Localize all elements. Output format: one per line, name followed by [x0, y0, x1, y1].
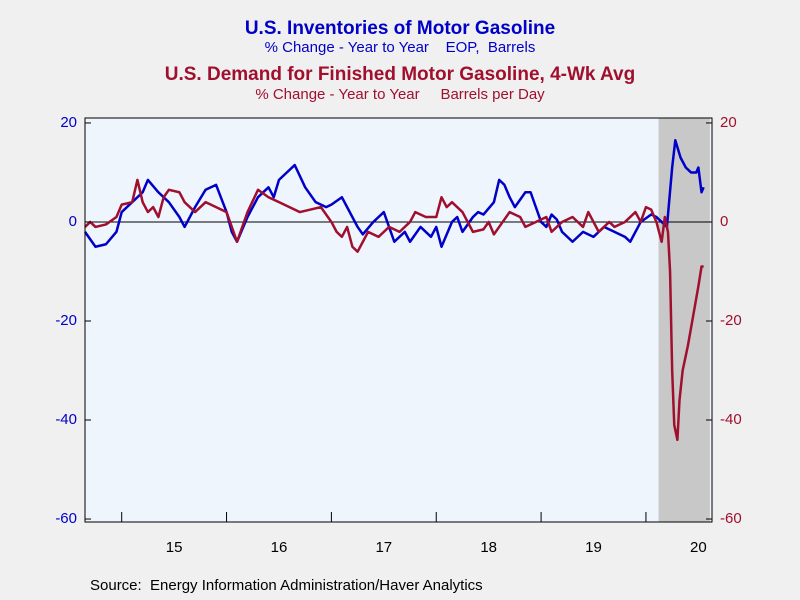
x-tick-label: 15	[166, 539, 183, 556]
y-tick-label: -60	[55, 510, 77, 527]
y-tick-label: -20	[55, 312, 77, 329]
y-tick-label: -40	[55, 411, 77, 428]
y2-tick-label: 20	[720, 114, 737, 131]
x-tick-label: 18	[480, 539, 497, 556]
line-series	[83, 139, 705, 248]
y2-tick-label: 0	[720, 213, 728, 230]
title: U.S. Inventories of Motor Gasoline	[245, 18, 555, 39]
y2-tick-label: -20	[720, 312, 742, 329]
line-series	[84, 178, 704, 442]
y2-tick-label: -60	[720, 510, 742, 527]
y-tick-label: 0	[69, 213, 77, 230]
x-tick-label: 20	[690, 539, 707, 556]
source: Source: Energy Information Administratio…	[90, 577, 483, 594]
x-tick-label: 16	[271, 539, 288, 556]
plot-frame	[84, 117, 713, 523]
x-tick-label: 19	[585, 539, 602, 556]
plot-area	[85, 118, 712, 522]
y2-tick-label: -40	[720, 411, 742, 428]
subtitle: % Change - Year to Year Barrels per Day	[255, 86, 545, 103]
y-tick-label: 20	[60, 114, 77, 131]
title: U.S. Demand for Finished Motor Gasoline,…	[165, 64, 635, 85]
x-tick-label: 17	[375, 539, 392, 556]
recession-shade	[658, 118, 710, 522]
subtitle: % Change - Year to Year EOP, Barrels	[265, 39, 536, 56]
marks	[83, 118, 712, 522]
